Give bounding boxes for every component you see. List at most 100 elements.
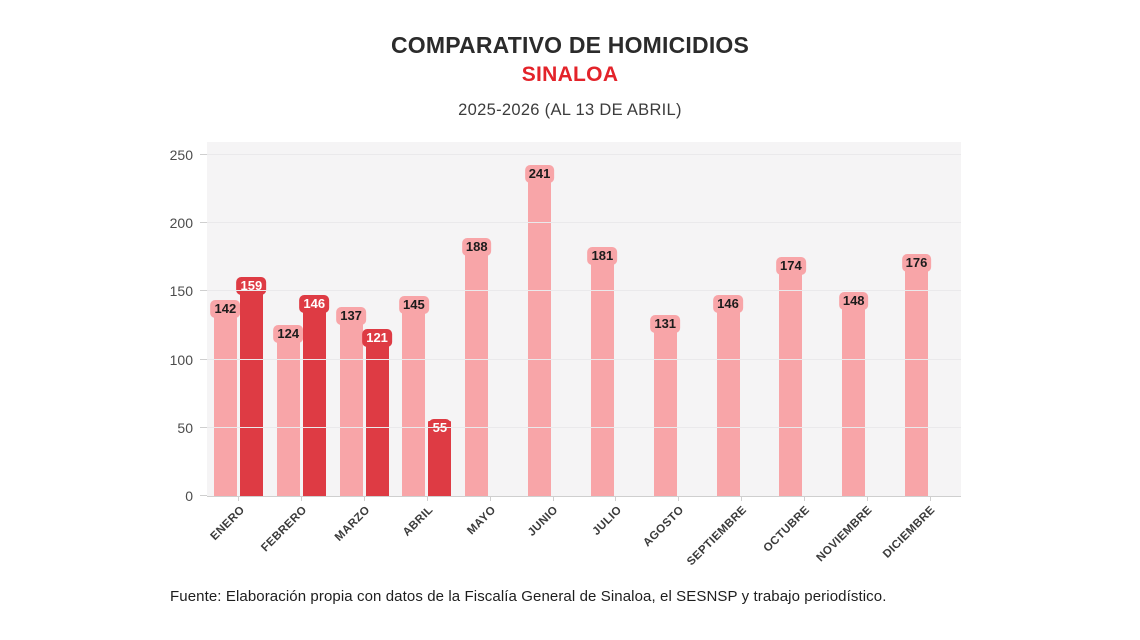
bar-2025-septiembre: 146 [713,294,743,496]
y-tick-mark [200,495,207,496]
bar-slot: 124 [273,324,304,496]
bar-pair: 241 [524,142,577,496]
x-tick-label: NOVIEMBRE [814,504,876,565]
x-tick-label: DICIEMBRE [881,504,939,561]
value-label: 124 [273,324,304,343]
bar-2025-enero: 142 [210,300,241,496]
bar-2025-diciembre: 176 [901,253,932,496]
bar-2026-marzo: 121 [362,328,392,496]
chart-header: COMPARATIVO DE HOMICIDIOS SINALOA 2025-2… [0,32,1140,120]
gridline [207,358,961,360]
value-label: 148 [838,292,869,311]
x-tick-label: AGOSTO [641,504,687,550]
bar-group: 188 MAYO [458,142,521,537]
value-label: 137 [336,307,366,326]
gridline [207,222,961,224]
bar-slot: 121 [362,328,392,496]
bar-slot: 159 [236,277,267,496]
bar-2026-enero: 159 [236,277,267,496]
x-tick-label: JUNIO [526,504,562,539]
bar-2025-abril: 145 [399,296,429,496]
y-tick-label: 250 [169,147,193,163]
bar-group: 124 146 FEBRERO [260,142,333,554]
x-tick-mark [238,496,240,501]
value-label: 145 [399,296,429,315]
bar-slot: 145 [399,296,429,496]
y-tick-mark [200,290,207,292]
bar-pair: 174 [776,142,828,496]
x-tick-label: JULIO [590,504,624,538]
value-label: 241 [524,165,555,184]
value-label: 142 [210,300,241,319]
value-label: 159 [236,277,267,296]
value-label: 181 [587,247,618,266]
bar-pair: 188 [461,142,514,496]
x-tick-mark [866,496,868,501]
bar-2026-febrero: 146 [299,294,330,496]
bar-pair: 131 [650,142,703,496]
x-tick-mark [301,496,303,501]
bar-group: 146 SEPTIEMBRE [685,142,773,568]
bar-2025-noviembre: 148 [838,292,869,496]
x-tick-mark [426,496,428,501]
bar-slot: 142 [210,300,241,496]
bar-slot: 148 [838,292,869,496]
x-tick-mark [741,496,743,501]
bar-pair: 145 55 [399,142,452,496]
y-tick-mark [200,426,207,428]
bar-pair: 181 [587,142,640,496]
bar-slot: 181 [587,247,618,496]
x-tick-label: MARZO [332,504,373,544]
bar-group: 176 DICIEMBRE [881,142,961,561]
value-label: 121 [362,328,392,347]
value-label: 131 [650,315,681,334]
value-label: 188 [461,237,492,256]
bar-slot: 188 [461,237,492,496]
bar-groups: 142 159 ENERO 124 146 FEBRERO 137 121 MARZO 145 55… [207,142,961,568]
value-label: 146 [713,294,743,313]
bar-slot: 137 [336,307,366,496]
gridline [207,154,961,155]
bar-slot: 146 [299,294,330,496]
x-tick-mark [678,496,680,501]
y-tick-label: 200 [169,215,193,232]
x-tick-label: MAYO [464,504,499,538]
gridline [207,290,961,292]
y-tick-label: 0 [185,488,193,504]
value-label: 146 [299,294,330,313]
plot-area: 142 159 ENERO 124 146 FEBRERO 137 121 MARZO 145 55… [170,142,961,568]
bar-2025-agosto: 131 [650,315,681,496]
bar-pair: 124 146 [273,142,330,496]
x-tick-mark [803,496,805,501]
y-tick-mark [200,358,207,360]
bar-pair: 142 159 [210,142,267,496]
bar-group: 145 55 ABRIL [395,142,458,539]
value-label: 174 [776,256,806,275]
chart-period: 2025-2026 (AL 13 DE ABRIL) [458,100,682,119]
value-label: 176 [901,253,932,272]
bar-group: 137 121 MARZO [333,142,396,544]
x-tick-label: FEBRERO [259,504,310,555]
bar-slot: 146 [713,294,743,496]
bar-2026-abril: 55 [428,418,452,496]
bar-pair: 137 121 [336,142,392,496]
chart-subtitle: SINALOA [521,62,619,86]
x-tick-label: OCTUBRE [761,504,813,555]
bar-2025-junio: 241 [524,165,555,496]
bar-group: 142 159 ENERO [207,142,270,543]
y-tick-mark [200,222,207,224]
bar-group: 174 OCTUBRE [762,142,835,555]
y-tick-label: 150 [169,283,193,300]
y-tick-label: 100 [169,351,193,368]
bar-2025-febrero: 124 [273,324,304,496]
bar-pair: 148 [838,142,891,496]
chart-title: COMPARATIVO DE HOMICIDIOS [390,32,750,58]
bar-2025-octubre: 174 [776,256,806,496]
x-tick-mark [929,496,931,501]
bar-slot: 55 [428,418,452,496]
value-label: 55 [428,418,452,437]
bar-2025-marzo: 137 [336,307,366,496]
bar-2025-mayo: 188 [461,237,492,496]
bar-slot: 176 [901,253,932,496]
